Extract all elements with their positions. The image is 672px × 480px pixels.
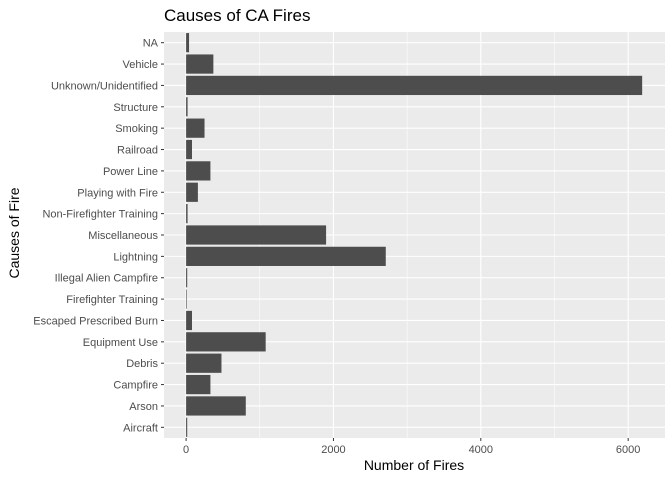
bar-aircraft	[186, 417, 188, 437]
y-tick-label: Illegal Alien Campfire	[55, 273, 158, 285]
y-tick-label: Lightning	[113, 251, 158, 263]
bar-arson	[186, 396, 246, 416]
bar-equipment-use	[186, 332, 266, 352]
x-tick-label: 4000	[469, 444, 493, 456]
y-tick-label: Arson	[129, 401, 158, 413]
bar-escaped-prescribed-burn	[186, 310, 192, 331]
y-tick-label: Equipment Use	[83, 337, 158, 349]
bar-debris	[186, 353, 222, 373]
y-tick-label: Power Line	[103, 166, 158, 178]
bar-illegal-alien-campfire	[186, 268, 188, 288]
y-tick-label: Structure	[113, 102, 158, 114]
bar-vehicle	[186, 54, 214, 74]
y-tick-label: Smoking	[115, 123, 158, 135]
y-tick-label: Debris	[126, 358, 158, 370]
y-tick-label: Playing with Fire	[77, 187, 158, 199]
y-tick-label: Unknown/Unidentified	[51, 80, 158, 92]
y-tick-label: Vehicle	[123, 59, 158, 71]
bars	[186, 33, 643, 437]
bar-firefighter-training	[186, 289, 187, 309]
y-tick-label: NA	[143, 38, 159, 50]
bar-power-line	[186, 161, 211, 181]
bar-unknown-unidentified	[186, 75, 643, 96]
chart-title: Causes of CA Fires	[164, 6, 310, 25]
bar-na	[186, 33, 190, 53]
grid-lines	[164, 32, 665, 438]
x-tick-label: 6000	[616, 444, 640, 456]
x-axis: 0 2000 4000 6000	[183, 438, 640, 456]
bar-structure	[186, 97, 188, 117]
y-tick-label: Campfire	[113, 380, 158, 392]
y-tick-label: Aircraft	[123, 422, 158, 434]
bar-smoking	[186, 118, 205, 138]
bar-non-firefighter-training	[186, 204, 188, 224]
x-axis-title: Number of Fires	[364, 457, 464, 473]
y-tick-label: Railroad	[117, 145, 158, 157]
x-tick-label: 2000	[321, 444, 345, 456]
y-axis-title: Causes of Fire	[6, 187, 22, 278]
y-axis: Aircraft Arson Campfire Debris Equipment Use…	[33, 38, 164, 434]
y-tick-label: Non-Firefighter Training	[42, 209, 158, 221]
bar-railroad	[186, 139, 192, 160]
bar-lightning	[186, 246, 386, 266]
bar-playing-with-fire	[186, 182, 198, 202]
bar-miscellaneous	[186, 225, 327, 245]
bar-campfire	[186, 374, 211, 395]
x-tick-label: 0	[183, 444, 189, 456]
y-tick-label: Escaped Prescribed Burn	[33, 315, 158, 327]
y-tick-label: Firefighter Training	[66, 294, 158, 306]
y-tick-label: Miscellaneous	[88, 230, 158, 242]
